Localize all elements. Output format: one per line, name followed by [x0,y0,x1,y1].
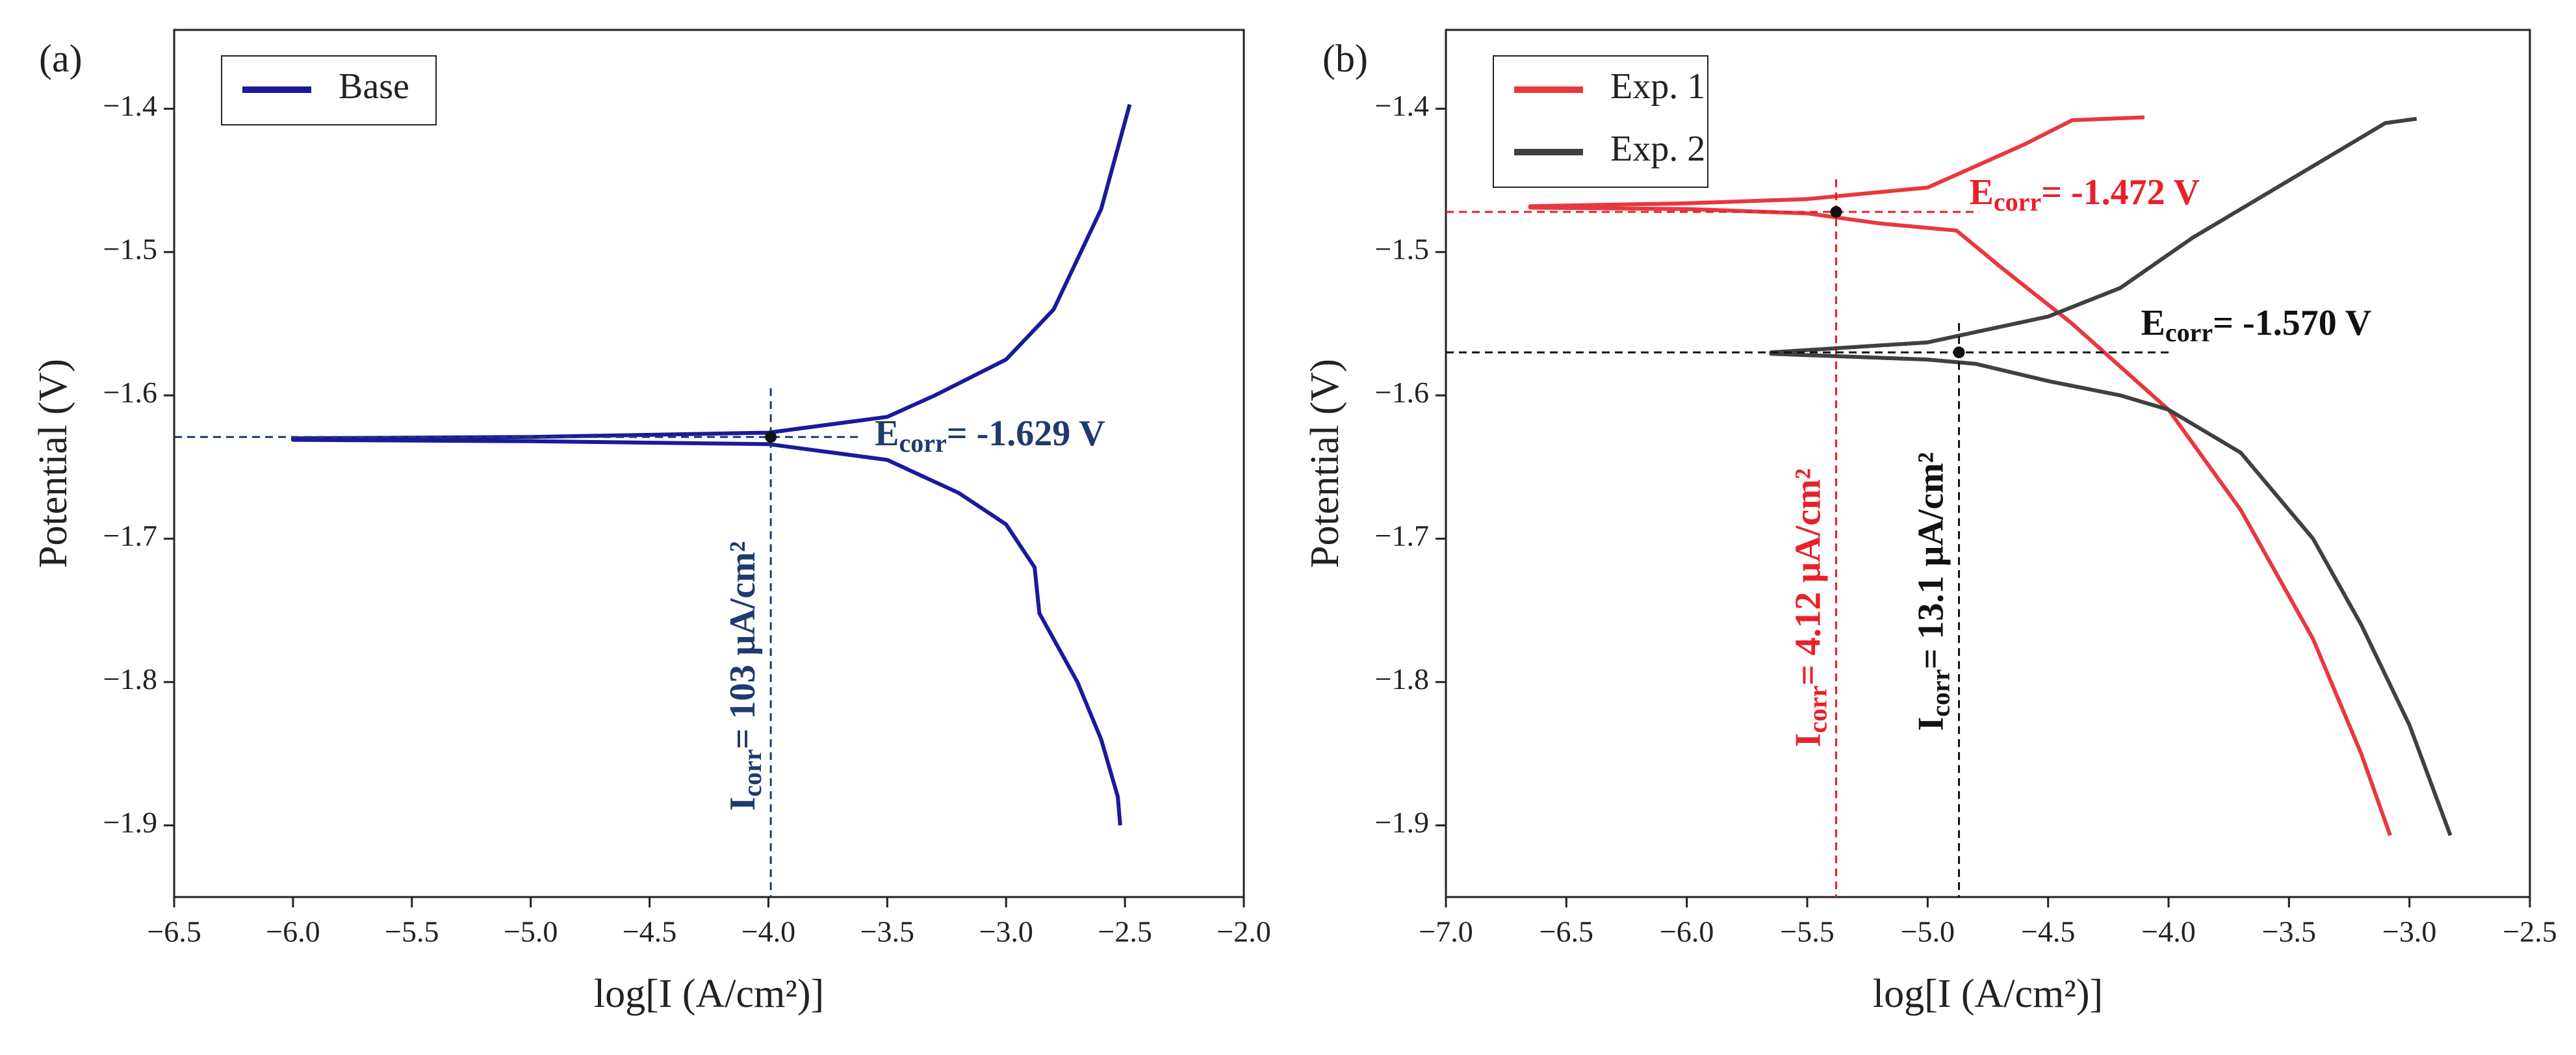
y-tick-label: −1.7 [1375,519,1429,552]
y-tick-label: −1.8 [103,662,157,696]
ecorr-label-rest: = -1.570 V [2213,303,2371,343]
corr-point [765,431,777,443]
y-tick-label: −1.8 [1375,662,1429,696]
legend-box [1493,55,1708,188]
icorr-label: Icorr= 13.1 μA/cm² [1911,452,1955,731]
x-tick-label: −6.5 [147,915,201,948]
y-tick-label: −1.6 [1375,376,1429,409]
icorr-label-rest: = 4.12 μA/cm² [1788,468,1828,685]
x-tick-label: −5.0 [504,915,558,948]
x-tick-label: −5.5 [385,915,439,948]
corr-point [1953,346,1965,359]
x-tick-label: −6.0 [266,915,320,948]
legend-label: Exp. 2 [1610,129,1705,169]
panel-label: (b) [1322,37,1368,80]
legend-label: Exp. 1 [1610,66,1705,107]
y-axis-label: Potential (V) [31,359,75,568]
ecorr-label-main: E [2141,303,2165,343]
series-line [290,103,1132,826]
corr-point [1830,206,1842,218]
icorr-label-main: I [1788,733,1828,748]
ecorr-label-main: E [875,413,899,454]
panel-label: (a) [39,37,83,80]
y-tick-label: −1.5 [103,232,157,265]
ecorr-label: Ecorr= -1.472 V [1969,172,2200,216]
icorr-label-rest: = 13.1 μA/cm² [1911,452,1951,669]
icorr-label: Icorr= 103 μA/cm² [723,541,767,811]
x-tick-label: −3.5 [2262,915,2316,948]
plot-frame [1445,29,2531,898]
ecorr-label: Ecorr= -1.570 V [2141,303,2372,347]
ecorr-label-main: E [1969,172,1993,213]
y-tick-label: −1.4 [103,89,157,122]
y-tick-label: −1.9 [1375,805,1429,839]
x-tick-label: −2.5 [1098,915,1152,948]
y-tick-label: −1.6 [103,376,157,409]
icorr-label: Icorr= 4.12 μA/cm² [1788,468,1832,747]
x-tick-label: −3.0 [979,915,1033,948]
ecorr-label-sub: corr [899,428,946,458]
y-axis-label: Potential (V) [1303,359,1347,568]
x-tick-label: −4.0 [741,915,795,948]
y-tick-label: −1.5 [1375,232,1429,265]
ecorr-label-rest: = -1.472 V [2041,172,2200,213]
x-axis-label: log[I (A/cm²)] [1873,972,2103,1016]
x-tick-label: −2.0 [1217,915,1270,948]
legend-label: Base [339,66,409,107]
x-tick-label: −4.0 [2141,915,2195,948]
y-tick-label: −1.9 [103,805,157,839]
icorr-label-sub: corr [1926,669,1955,716]
x-axis-label: log[I (A/cm²)] [594,972,824,1016]
x-tick-label: −4.5 [2021,915,2075,948]
x-tick-label: −6.5 [1539,915,1593,948]
icorr-label-main: I [723,797,763,811]
ecorr-label-rest: = -1.629 V [947,413,1105,454]
icorr-label-main: I [1911,717,1951,731]
icorr-label-sub: corr [738,749,767,796]
x-tick-label: −5.0 [1901,915,1955,948]
ecorr-label-sub: corr [2165,318,2213,347]
x-tick-label: −2.5 [2503,915,2557,948]
y-tick-label: −1.4 [1375,89,1429,122]
series-line [1769,116,2453,837]
plot-frame [173,29,1245,898]
x-tick-label: −4.5 [623,915,676,948]
x-tick-label: −7.0 [1419,915,1473,948]
x-tick-label: −6.0 [1660,915,1714,948]
ecorr-label-sub: corr [1994,187,2041,216]
icorr-label-sub: corr [1803,685,1833,733]
x-tick-label: −3.0 [2382,915,2436,948]
x-tick-label: −5.5 [1780,915,1834,948]
ecorr-label: Ecorr= -1.629 V [875,413,1105,458]
icorr-label-rest: = 103 μA/cm² [723,541,763,749]
y-tick-label: −1.7 [103,519,157,552]
x-tick-label: −3.5 [860,915,914,948]
